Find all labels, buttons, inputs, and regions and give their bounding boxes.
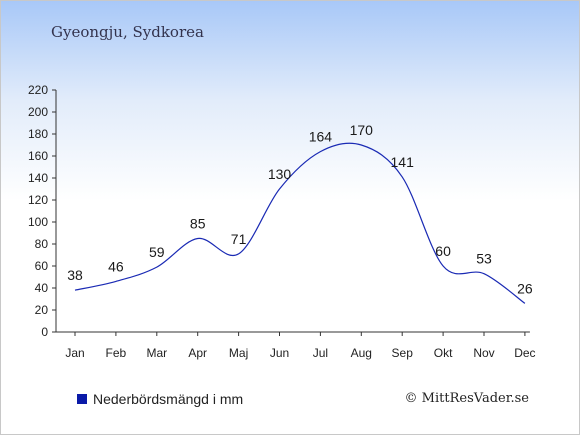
y-tick-label: 80: [35, 237, 49, 251]
y-tick-label: 100: [28, 215, 48, 229]
y-tick-label: 140: [28, 171, 48, 185]
x-tick-label: Feb: [106, 346, 127, 360]
x-tick-label: Jul: [313, 346, 328, 360]
data-label: 141: [391, 154, 415, 170]
data-label: 59: [149, 244, 165, 260]
y-tick-label: 160: [28, 149, 48, 163]
y-tick-label: 60: [35, 259, 49, 273]
x-tick-label: Maj: [229, 346, 248, 360]
y-tick-label: 0: [41, 325, 48, 339]
y-tick-label: 40: [35, 281, 49, 295]
data-label: 60: [435, 243, 451, 259]
legend-swatch: [77, 394, 87, 404]
y-tick-label: 200: [28, 105, 48, 119]
data-label: 71: [231, 231, 247, 247]
data-label: 26: [517, 280, 533, 296]
data-label: 164: [309, 129, 333, 145]
x-tick-label: Okt: [434, 346, 453, 360]
x-tick-label: Apr: [188, 346, 207, 360]
x-tick-label: Aug: [351, 346, 372, 360]
x-tick-label: Mar: [146, 346, 167, 360]
x-tick-label: Jun: [270, 346, 289, 360]
chart-subtitle: Gyeongju, Sydkorea: [51, 23, 204, 41]
data-label: 53: [476, 251, 492, 267]
x-tick-label: Jan: [65, 346, 84, 360]
legend-label: Nederbördsmängd i mm: [93, 391, 244, 407]
y-tick-label: 180: [28, 127, 48, 141]
x-tick-label: Sep: [392, 346, 414, 360]
y-tick-label: 120: [28, 193, 48, 207]
y-tick-label: 20: [35, 303, 49, 317]
data-label: 130: [268, 166, 292, 182]
legend: Nederbördsmängd i mm: [77, 391, 243, 407]
data-label: 85: [190, 216, 206, 232]
data-label: 46: [108, 258, 124, 274]
x-tick-label: Nov: [473, 346, 494, 360]
x-tick-label: Dec: [514, 346, 535, 360]
y-tick-label: 220: [28, 83, 48, 97]
series-line: [74, 142, 526, 304]
credit-text: © MittResVader.se: [404, 391, 529, 406]
data-label: 38: [67, 267, 83, 283]
data-label: 170: [350, 122, 374, 138]
